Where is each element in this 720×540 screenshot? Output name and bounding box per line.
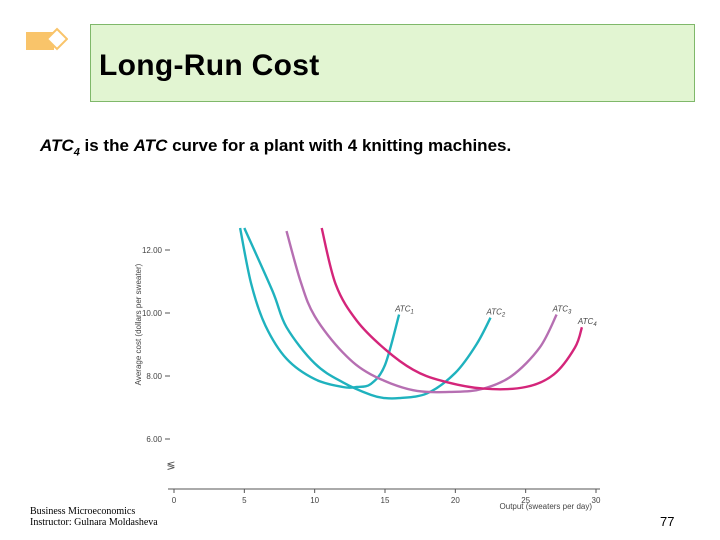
- y-tick-label: 6.00: [146, 435, 162, 444]
- diamond-bullet-icon: [26, 27, 68, 51]
- slide-title: Long-Run Cost: [99, 49, 320, 82]
- atc3-label: ATC3: [552, 305, 572, 316]
- atc4-label-subscript: 4: [593, 322, 597, 328]
- y-tick-label: 8.00: [146, 372, 162, 381]
- atc-chart: 6.00 8.00 10.00 12.00 ≶ 0 5 10 15 20 25 30 Output (s…: [120, 205, 620, 515]
- x-tick-label: 5: [242, 496, 247, 505]
- y-tick-label: 10.00: [142, 309, 163, 318]
- atc1-label-subscript: 1: [410, 310, 413, 316]
- y-axis-label: Average cost (dollars per sweater): [134, 263, 143, 385]
- atc3-curve: [285, 230, 558, 394]
- atc2-curve: [243, 227, 492, 400]
- page-number: 77: [660, 514, 675, 529]
- slide-subtitle: ATC4 is the ATC curve for a plant with 4…: [40, 136, 512, 159]
- atc1-label: ATC1: [394, 305, 414, 316]
- atc1-curve: [238, 227, 401, 389]
- subtitle-atc4: ATC4: [40, 136, 80, 159]
- x-tick-label: 0: [172, 496, 177, 505]
- atc4-curve: [320, 227, 584, 391]
- atc2-label-subscript: 2: [501, 313, 506, 319]
- axis-break-icon: ≶: [166, 460, 175, 472]
- footer-instructor: Instructor: Gulnara Moldasheva: [30, 517, 158, 528]
- atc2-label: ATC2: [486, 308, 506, 319]
- x-tick-label: 30: [592, 496, 601, 505]
- x-tick-label: 20: [451, 496, 460, 505]
- y-tick-label: 12.00: [142, 246, 163, 255]
- x-tick-label: 15: [381, 496, 390, 505]
- atc3-label-subscript: 3: [568, 310, 572, 316]
- footer-course: Business Microeconomics: [30, 506, 136, 517]
- footer: Business Microeconomics Instructor: Guln…: [30, 506, 158, 528]
- atc4-label: ATC4: [577, 317, 597, 328]
- x-tick-label: 25: [521, 496, 530, 505]
- title-box: Long-Run Cost: [90, 24, 695, 102]
- x-tick-label: 10: [310, 496, 319, 505]
- x-axis-label: Output (sweaters per day): [500, 502, 593, 511]
